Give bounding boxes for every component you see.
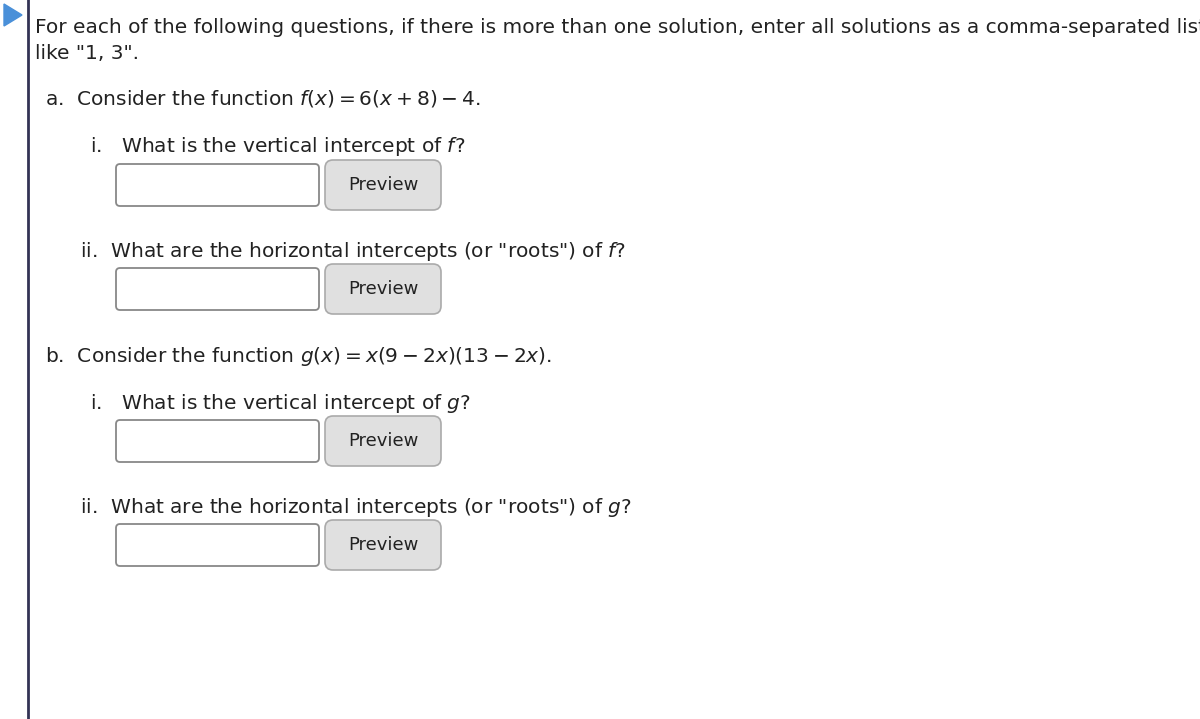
Text: like "1, 3".: like "1, 3". [35, 44, 139, 63]
Text: For each of the following questions, if there is more than one solution, enter a: For each of the following questions, if … [35, 18, 1200, 37]
Text: Preview: Preview [348, 432, 418, 450]
FancyBboxPatch shape [325, 264, 442, 314]
Text: ii.  What are the horizontal intercepts (or "roots") of $g$?: ii. What are the horizontal intercepts (… [80, 496, 632, 519]
Text: Preview: Preview [348, 280, 418, 298]
FancyBboxPatch shape [325, 416, 442, 466]
Text: ii.  What are the horizontal intercepts (or "roots") of $f$?: ii. What are the horizontal intercepts (… [80, 240, 626, 263]
Text: b.  Consider the function $g(x) = x(9 - 2x)(13 - 2x).$: b. Consider the function $g(x) = x(9 - 2… [46, 345, 552, 368]
Text: Preview: Preview [348, 176, 418, 194]
Text: Preview: Preview [348, 536, 418, 554]
FancyBboxPatch shape [116, 268, 319, 310]
FancyBboxPatch shape [116, 420, 319, 462]
FancyBboxPatch shape [116, 524, 319, 566]
FancyBboxPatch shape [325, 520, 442, 570]
FancyBboxPatch shape [325, 160, 442, 210]
Text: i.   What is the vertical intercept of $g$?: i. What is the vertical intercept of $g$… [90, 392, 472, 415]
Text: a.  Consider the function $f(x) = 6(x + 8) - 4.$: a. Consider the function $f(x) = 6(x + 8… [46, 88, 481, 109]
FancyBboxPatch shape [116, 164, 319, 206]
Text: i.   What is the vertical intercept of $f$?: i. What is the vertical intercept of $f$… [90, 135, 466, 158]
Polygon shape [4, 4, 22, 26]
